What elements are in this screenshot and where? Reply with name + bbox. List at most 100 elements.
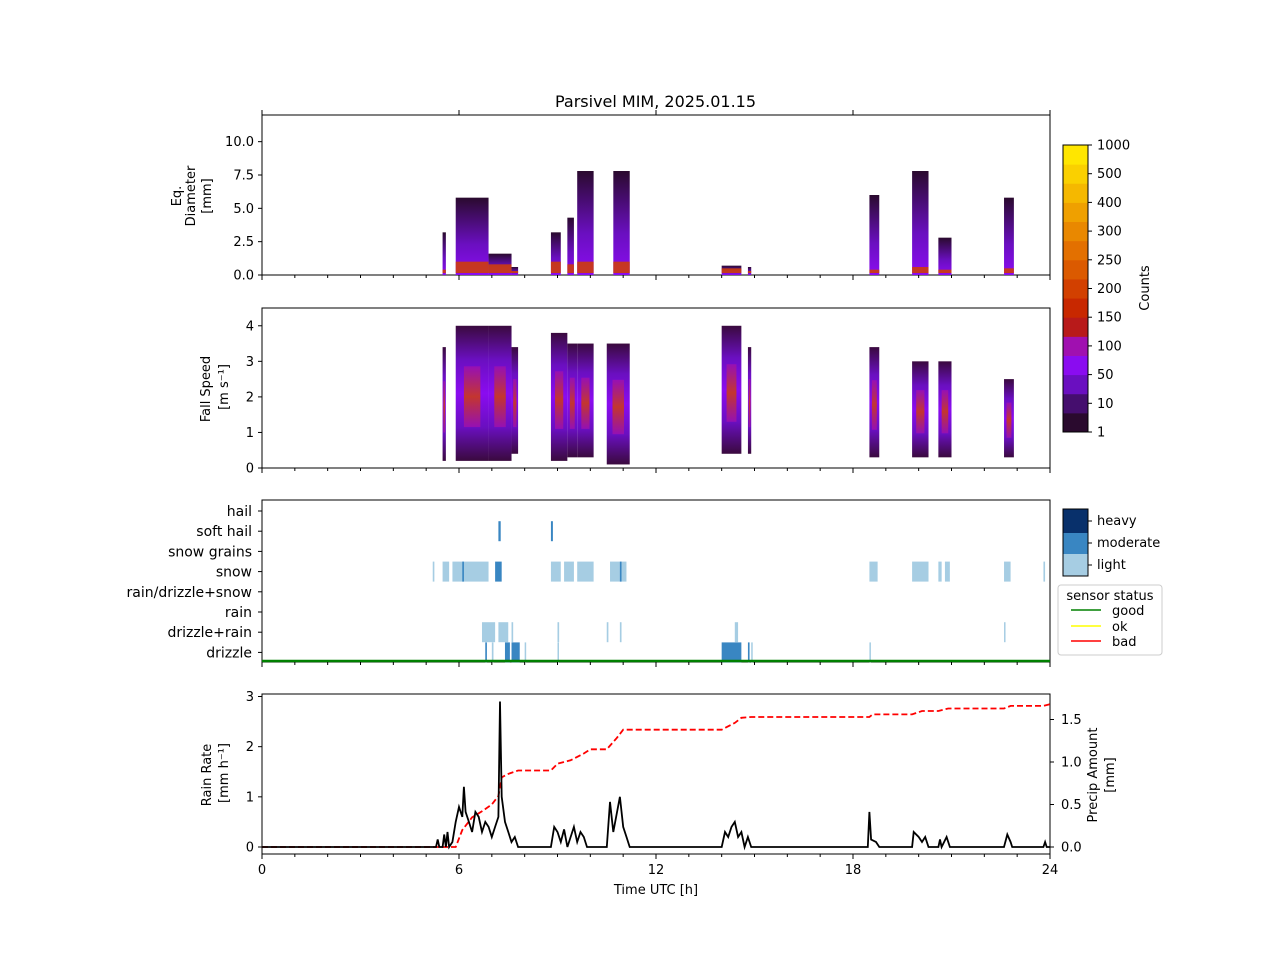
ptype-event-1 [550, 521, 553, 542]
fallspeed-ylabel-line2: [m s⁻¹] [217, 364, 232, 410]
colorbar-tick-label-6: 250 [1097, 253, 1122, 268]
fallspeed-core-9 [748, 379, 751, 428]
panel-diameter: 0.0 2.5 5.0 7.5 10.0 Eq. Diameter [mm] [170, 114, 1051, 284]
ptype-event-6 [495, 561, 502, 582]
precip-y2label-line1: Precip Amount [1086, 728, 1101, 823]
ptype-event-34 [751, 642, 753, 663]
ptype-event-23 [619, 622, 622, 643]
sensor-status-legend: sensor status good ok bad [1057, 584, 1163, 656]
ptype-event-18 [481, 622, 496, 643]
diameter-event-13 [1004, 197, 1014, 275]
precip-y2tick-label-1: 0.5 [1061, 798, 1082, 813]
ptype-event-31 [557, 642, 559, 663]
intensity-light-label: light [1097, 558, 1126, 573]
diameter-core-3 [511, 271, 519, 273]
fallspeed-core-4 [555, 371, 564, 429]
ptype-category-1: soft hail [196, 524, 252, 540]
colorbar-cell-2 [1063, 374, 1088, 395]
rain-ylabel-line2: [mm h⁻¹] [217, 743, 232, 803]
colorbar-tick-label-5: 200 [1097, 282, 1122, 297]
ptype-category-6: drizzle+rain [167, 625, 252, 641]
ptype-event-16 [1004, 561, 1011, 582]
ptype-category-4: rain/drizzle+snow [127, 585, 252, 601]
ptype-event-32 [721, 642, 742, 663]
colorbar-tick-label-2: 50 [1097, 368, 1114, 383]
diameter-core-6 [577, 261, 594, 273]
ptype-event-7 [550, 561, 561, 582]
rain-ylabel-line1: Rain Rate [200, 744, 215, 807]
diameter-event-5 [567, 217, 574, 275]
diameter-event-12 [938, 237, 952, 275]
xtick-label-2: 12 [648, 863, 665, 878]
colorbar-cell-14 [1063, 145, 1088, 165]
intensity-moderate-swatch [1063, 533, 1088, 554]
colorbar-cell-13 [1063, 164, 1088, 184]
fallspeed-core-8 [726, 364, 737, 422]
colorbar-cell-3 [1063, 355, 1088, 376]
colorbar-tick-label-0: 1 [1097, 426, 1105, 441]
precip-y2label-line2: [mm] [1103, 757, 1118, 792]
fallspeed-core-10 [871, 380, 877, 430]
ptype-event-33 [747, 642, 750, 663]
fallspeed-core-13 [1006, 402, 1012, 438]
diameter-core-0 [442, 269, 446, 273]
diameter-core-8 [721, 268, 742, 273]
fallspeed-ytick-label-3: 3 [246, 355, 254, 370]
rain-ytick-label-2: 2 [246, 740, 254, 755]
colorbar-tick-label-1: 10 [1097, 397, 1114, 412]
fallspeed-core-11 [916, 390, 925, 434]
ptype-category-2: snow grains [168, 544, 252, 560]
precip-y2tick-label-3: 1.5 [1061, 713, 1082, 728]
ptype-event-24 [734, 622, 739, 643]
fallspeed-ylabel-line1: Fall Speed [199, 356, 214, 422]
ptype-category-0: hail [227, 504, 252, 520]
intensity-legend: heavy moderate light [1062, 508, 1160, 577]
ptype-event-4 [452, 561, 489, 582]
diameter-core-1 [455, 261, 489, 273]
diameter-ylabel-line2: Diameter [184, 165, 199, 226]
ptype-event-5 [462, 561, 464, 582]
ptype-event-28 [504, 642, 510, 663]
colorbar-cell-11 [1063, 202, 1088, 223]
ptype-event-26 [485, 642, 487, 663]
ptype-event-8 [564, 561, 574, 582]
sensor-good-label: good [1112, 604, 1144, 619]
diameter-core-5 [567, 264, 574, 273]
ptype-event-9 [577, 561, 594, 582]
ptype-event-29 [511, 642, 520, 663]
fallspeed-ytick-label-4: 4 [246, 319, 254, 334]
diameter-ytick-label-4: 10.0 [225, 135, 254, 150]
colorbar-cell-1 [1063, 393, 1088, 414]
colorbar-cell-4 [1063, 336, 1088, 356]
diameter-ytick-label-0: 0.0 [233, 269, 254, 284]
panel-rain-frame [261, 693, 1051, 855]
sensor-ok-label: ok [1112, 620, 1128, 635]
colorbar-tick-label-4: 150 [1097, 311, 1122, 326]
diameter-event-6 [577, 171, 594, 275]
ptype-event-22 [606, 622, 609, 643]
intensity-light-swatch [1063, 554, 1088, 576]
ptype-event-35 [869, 642, 871, 663]
sensor-legend-box [1057, 584, 1163, 656]
ptype-event-27 [491, 642, 494, 663]
diameter-event-10 [869, 195, 880, 275]
ptype-event-3 [442, 561, 450, 582]
xtick-label-0: 0 [258, 863, 266, 878]
fallspeed-core-0 [443, 381, 446, 433]
fallspeed-core-12 [941, 390, 949, 434]
colorbar-cell-6 [1063, 298, 1088, 318]
colorbar-cell-5 [1063, 317, 1088, 337]
diameter-core-11 [912, 267, 929, 273]
diameter-core-13 [1004, 268, 1014, 273]
ptype-event-10 [610, 561, 627, 582]
ptype-event-19 [498, 622, 509, 643]
ptype-event-25 [1004, 622, 1006, 643]
fallspeed-core-7 [612, 379, 624, 435]
sensor-bad-label: bad [1112, 635, 1136, 650]
diameter-ylabel-line1: Eq. [170, 186, 185, 207]
diameter-event-4 [550, 232, 561, 275]
rain-ytick-label-3: 3 [246, 690, 254, 705]
panel-rain: 0 1 2 3 0.0 0.5 1.0 1.5 Rain Rate [mm h⁻¹] Pre… [200, 690, 1118, 855]
panel-fall-speed-frame [261, 307, 1051, 469]
